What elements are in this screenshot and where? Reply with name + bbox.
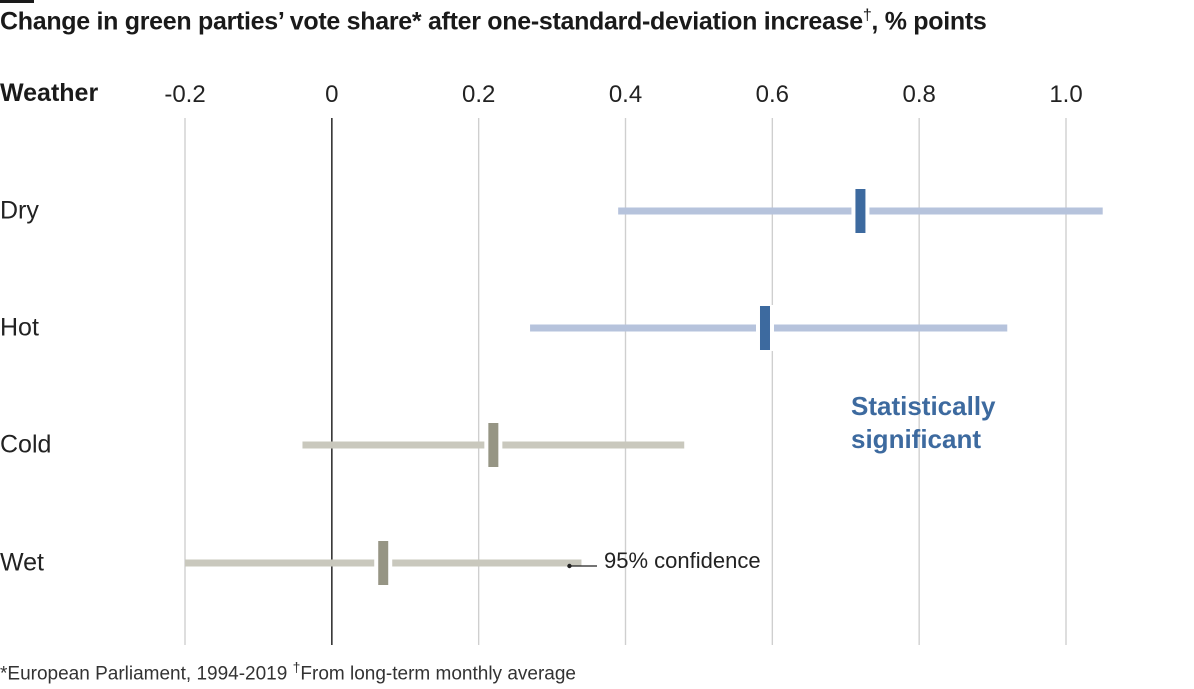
x-tick-label: 0.4 <box>608 81 643 108</box>
estimate-marker <box>488 423 499 467</box>
x-tick-label: 0 <box>325 81 339 108</box>
header-rule <box>0 0 34 3</box>
footnote-source: *European Parliament, 1994-2019 <box>0 663 293 685</box>
category-label: Dry <box>0 196 39 225</box>
category-label: Cold <box>0 430 52 459</box>
category-label: Wet <box>0 548 44 577</box>
estimate-marker <box>759 306 770 350</box>
chart-title-text: Change in green parties’ vote share* aft… <box>0 7 863 36</box>
footnote-mark: † <box>292 659 301 675</box>
confidence-annotation: 95% confidence <box>604 548 761 573</box>
x-tick-label: -0.2 <box>164 81 206 108</box>
x-tick-label: 1.0 <box>1049 81 1083 108</box>
significance-annotation: Statistically significant <box>851 391 996 454</box>
chart-title-mark: † <box>862 7 872 24</box>
x-tick-label: 0.2 <box>461 81 496 108</box>
estimate-marker <box>378 541 389 585</box>
x-tick-label: 0.8 <box>902 81 936 108</box>
category-label: Hot <box>0 313 39 342</box>
y-axis-label: Weather <box>0 79 99 107</box>
estimate-marker <box>855 189 866 233</box>
chart-title: Change in green parties’ vote share* aft… <box>0 7 987 36</box>
footnote: *European Parliament, 1994-2019 †From lo… <box>0 659 576 685</box>
chart-title-suffix: , % points <box>871 7 987 36</box>
x-tick-label: 0.6 <box>755 81 790 108</box>
confidence-leader-dot <box>567 563 572 569</box>
footnote-definition: From long-term monthly average <box>300 663 576 685</box>
